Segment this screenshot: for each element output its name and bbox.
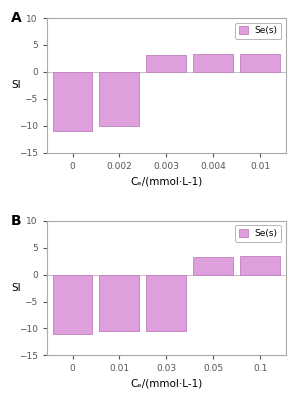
Bar [193, 258, 233, 275]
Bar [99, 72, 139, 126]
Bar [53, 72, 92, 131]
Bar [99, 275, 139, 331]
Bar [240, 54, 280, 72]
Bar [193, 54, 233, 72]
Bar [240, 256, 280, 275]
Bar [146, 275, 186, 331]
X-axis label: Cₑ/(mmol·L-1): Cₑ/(mmol·L-1) [130, 176, 203, 186]
X-axis label: Cₑ/(mmol·L-1): Cₑ/(mmol·L-1) [130, 379, 203, 389]
Text: B: B [11, 214, 21, 228]
Y-axis label: SI: SI [11, 283, 21, 293]
Bar [53, 275, 92, 334]
Legend: Se(s): Se(s) [235, 226, 281, 242]
Bar [146, 55, 186, 72]
Text: A: A [11, 11, 22, 25]
Legend: Se(s): Se(s) [235, 23, 281, 39]
Y-axis label: SI: SI [11, 80, 21, 90]
